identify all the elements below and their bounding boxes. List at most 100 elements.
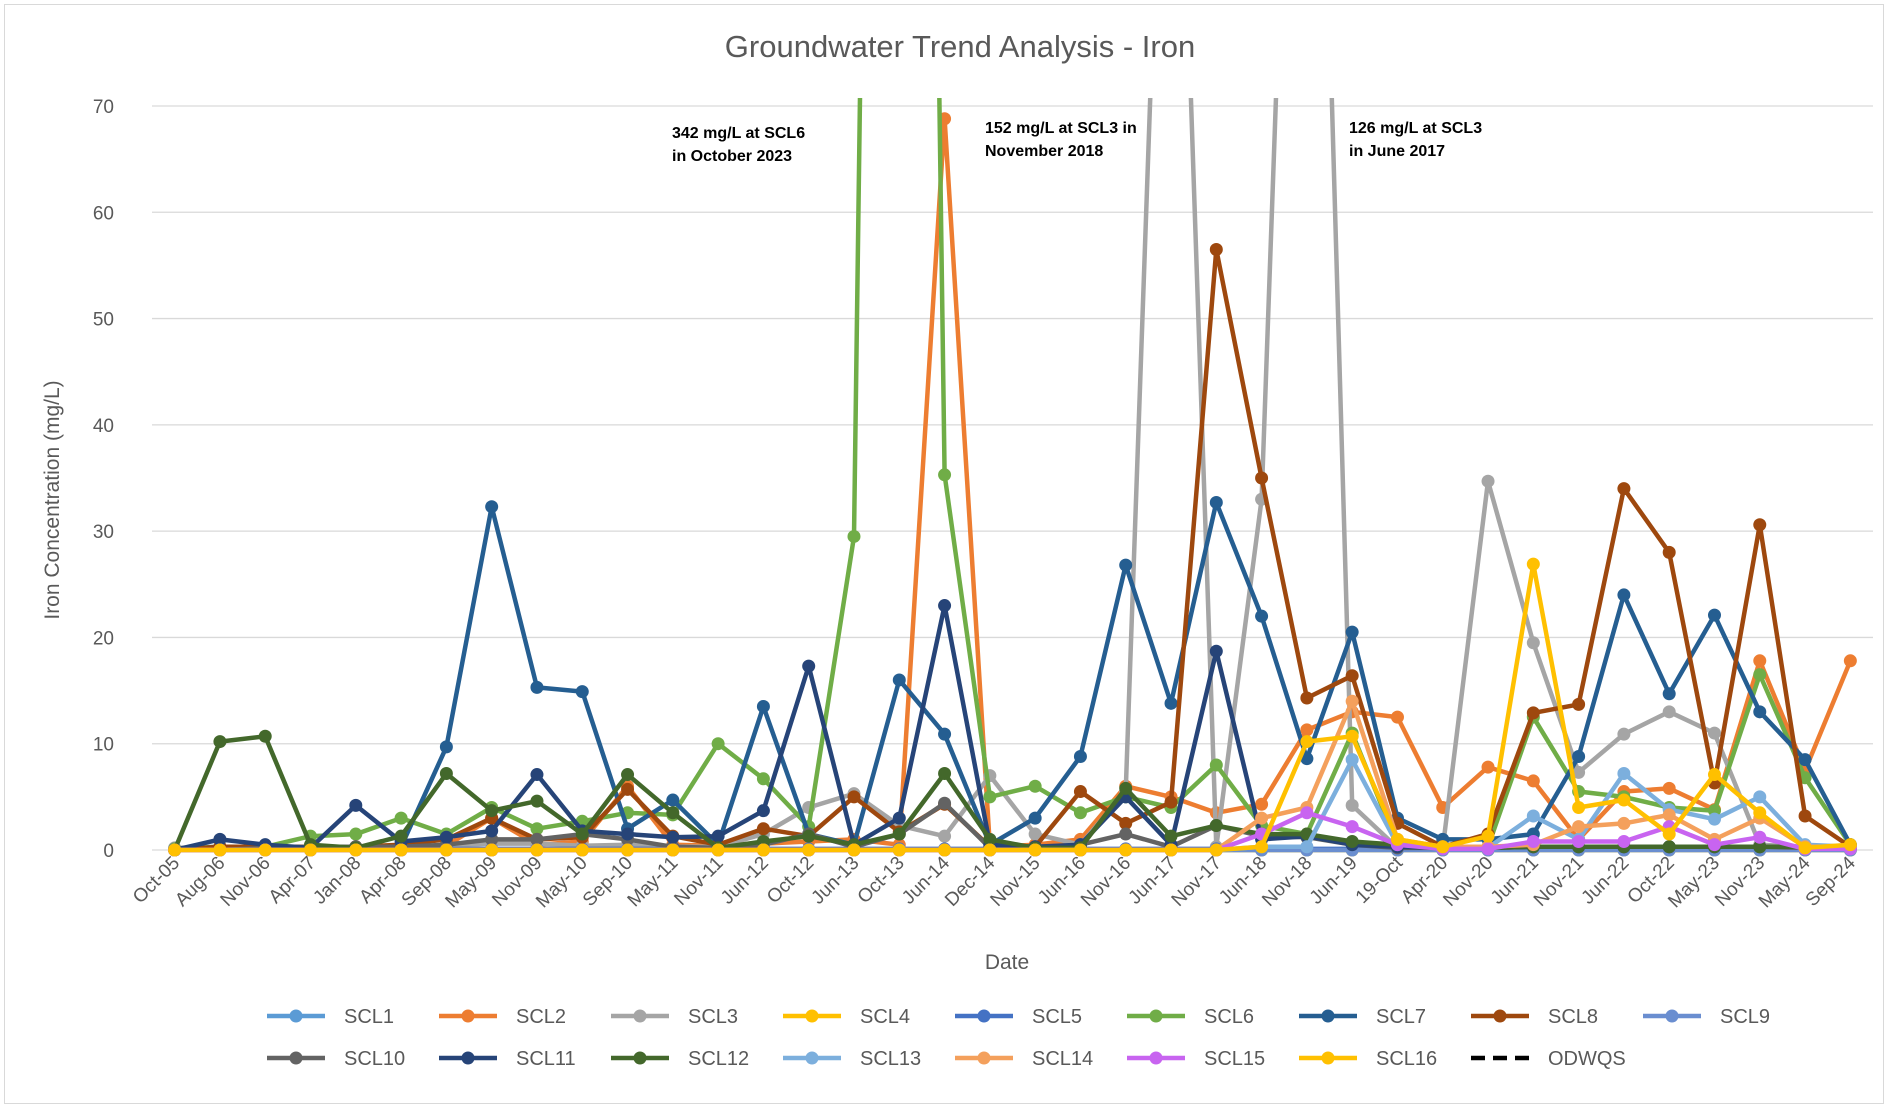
- legend-item: SCL8: [1471, 1006, 1598, 1028]
- series-line: [174, 247, 1852, 853]
- legend-marker: [633, 1009, 647, 1023]
- data-point: [1300, 735, 1314, 749]
- x-tick-label: Dec-14: [941, 852, 999, 910]
- x-tick-label: May-10: [532, 853, 592, 913]
- data-point: [1164, 795, 1178, 809]
- data-point: [938, 468, 952, 482]
- data-point: [530, 832, 544, 846]
- data-point: [1572, 697, 1586, 711]
- data-point: [439, 843, 453, 857]
- data-point: [1119, 816, 1133, 830]
- y-tick-label: 60: [93, 203, 114, 224]
- data-point: [1345, 625, 1359, 639]
- data-point: [575, 827, 589, 841]
- x-tick-label: Jun-22: [1578, 853, 1634, 909]
- data-point: [1707, 768, 1721, 782]
- data-point: [1617, 766, 1631, 780]
- data-point: [666, 843, 680, 857]
- data-point: [1707, 812, 1721, 826]
- annotation-line: 152 mg/L at SCL3 in: [985, 120, 1137, 137]
- data-point: [756, 822, 770, 836]
- x-tick-label: Nov-20: [1439, 853, 1497, 911]
- data-point: [1300, 806, 1314, 820]
- legend-item: SCL11: [439, 1048, 576, 1070]
- data-point: [213, 843, 227, 857]
- data-point: [1481, 829, 1495, 843]
- legend-label: SCL13: [860, 1048, 921, 1070]
- x-axis-ticks: Oct-05Aug-06Nov-06Apr-07Jan-08Apr-08Sep-…: [129, 852, 1860, 912]
- data-point: [1662, 827, 1676, 841]
- legend-marker: [977, 1009, 991, 1023]
- data-point: [1119, 558, 1133, 572]
- y-tick-label: 0: [103, 841, 114, 862]
- data-point: [1707, 608, 1721, 622]
- legend-label: SCL2: [516, 1006, 566, 1028]
- legend-item: SCL3: [611, 1006, 738, 1028]
- data-point: [1436, 840, 1450, 854]
- data-point: [802, 659, 816, 673]
- data-point: [1255, 811, 1269, 825]
- series-scl16: [168, 557, 1857, 857]
- data-point: [756, 843, 770, 857]
- data-point: [892, 673, 906, 687]
- data-point: [1481, 760, 1495, 774]
- legend-label: SCL1: [344, 1006, 394, 1028]
- legend-marker: [1321, 1009, 1335, 1023]
- data-point: [1345, 694, 1359, 708]
- data-point: [1255, 840, 1269, 854]
- data-point: [1753, 668, 1767, 682]
- data-point: [349, 827, 363, 841]
- data-point: [1617, 816, 1631, 830]
- annotation-line: in October 2023: [672, 148, 792, 165]
- data-point: [1390, 710, 1404, 724]
- x-tick-label: May-24: [1755, 852, 1815, 912]
- legend-label: SCL10: [344, 1048, 405, 1070]
- legend-item: ODWQS: [1471, 1048, 1626, 1070]
- data-point: [1300, 723, 1314, 737]
- legend-marker: [1665, 1009, 1679, 1023]
- data-point: [1300, 691, 1314, 705]
- legend-item: SCL6: [1127, 1006, 1254, 1028]
- data-point: [1209, 495, 1223, 509]
- data-point: [439, 740, 453, 754]
- data-point: [1481, 842, 1495, 856]
- x-tick-label: Aug-06: [171, 853, 229, 911]
- legend-marker: [1149, 1009, 1163, 1023]
- data-point: [938, 727, 952, 741]
- legend-item: SCL12: [611, 1048, 749, 1070]
- data-point: [1572, 820, 1586, 834]
- legend-item: SCL14: [955, 1048, 1093, 1070]
- data-point: [1255, 609, 1269, 623]
- legend-item: SCL13: [783, 1048, 921, 1070]
- x-tick-label: May-11: [624, 853, 683, 912]
- legend-marker: [977, 1051, 991, 1065]
- data-point: [213, 735, 227, 749]
- data-point: [1073, 843, 1087, 857]
- data-point: [394, 843, 408, 857]
- data-point: [1572, 834, 1586, 848]
- data-point: [1028, 811, 1042, 825]
- data-point: [1753, 654, 1767, 668]
- data-point: [1526, 557, 1540, 571]
- data-point: [756, 700, 770, 714]
- x-tick-label: Oct-12: [763, 853, 818, 908]
- data-point: [847, 843, 861, 857]
- y-axis-title: Iron Concentration (mg/L): [41, 380, 64, 619]
- data-point: [1526, 809, 1540, 823]
- data-point: [983, 790, 997, 804]
- data-point: [349, 843, 363, 857]
- data-point: [1209, 843, 1223, 857]
- data-point: [1119, 843, 1133, 857]
- x-tick-label: Nov-18: [1258, 853, 1316, 911]
- x-tick-label: Sep-24: [1802, 852, 1860, 910]
- data-point: [1345, 820, 1359, 834]
- legend-item: SCL2: [439, 1006, 566, 1028]
- gridlines: [152, 105, 1873, 745]
- data-point: [1572, 765, 1586, 779]
- data-point: [1753, 806, 1767, 820]
- data-point: [1073, 785, 1087, 799]
- y-tick-label: 40: [93, 416, 114, 437]
- data-point: [938, 599, 952, 613]
- data-point: [1119, 827, 1133, 841]
- y-tick-label: 70: [93, 97, 114, 118]
